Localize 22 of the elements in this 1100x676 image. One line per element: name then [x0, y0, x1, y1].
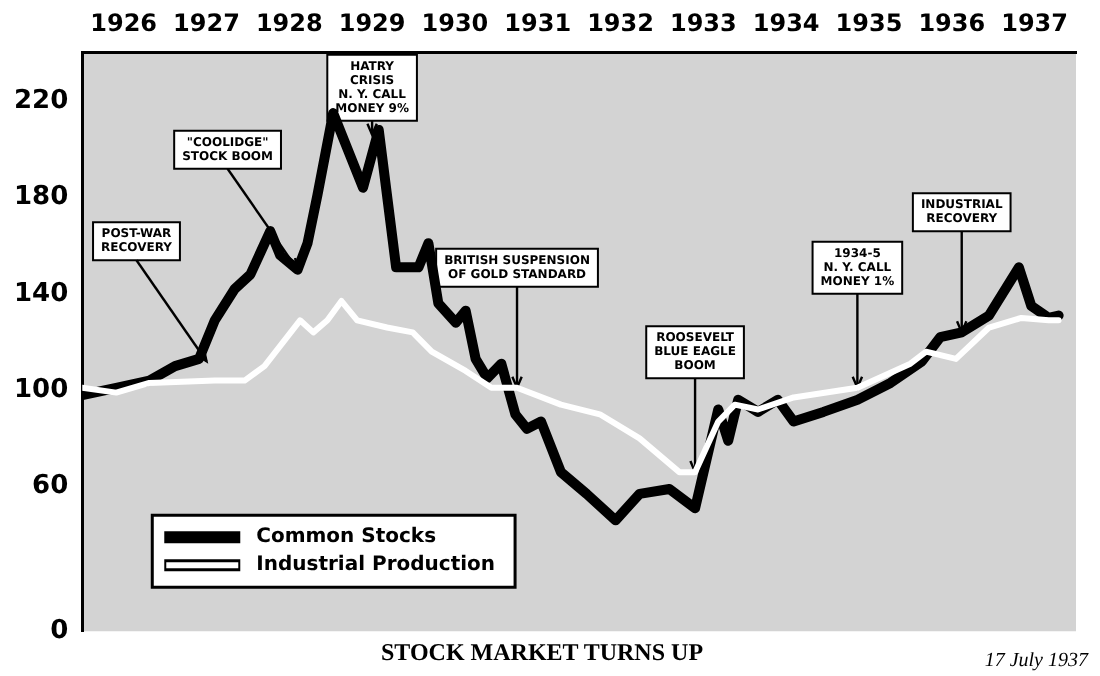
x-tick-label: 1929: [338, 8, 406, 37]
y-tick-label: 0: [50, 615, 69, 646]
y-tick-label: 60: [32, 471, 69, 502]
legend-label: Common Stocks: [256, 526, 437, 549]
x-tick-label: 1935: [835, 8, 903, 37]
legend-label: Industrial Production: [256, 554, 496, 577]
y-tick-label: 140: [13, 278, 69, 309]
x-tick-label: 1928: [255, 8, 323, 37]
text: STOCK MARKET TURNS UP: [380, 637, 704, 666]
x-tick-label: 1926: [90, 8, 158, 37]
x-tick-label: 1936: [918, 8, 986, 37]
x-tick-label: 1934: [752, 8, 820, 37]
x-tick-label: 1927: [173, 8, 240, 37]
x-tick-label: 1937: [1001, 8, 1068, 37]
x-tick-label: 1930: [421, 8, 489, 37]
text: 17 July 1937: [984, 650, 1090, 672]
y-tick-label: 220: [13, 85, 69, 116]
y-tick-label: 180: [13, 182, 69, 213]
x-tick-label: 1932: [587, 8, 654, 37]
y-tick-label: 100: [13, 374, 69, 405]
x-tick-label: 1933: [669, 8, 737, 37]
x-tick-label: 1931: [504, 8, 572, 37]
